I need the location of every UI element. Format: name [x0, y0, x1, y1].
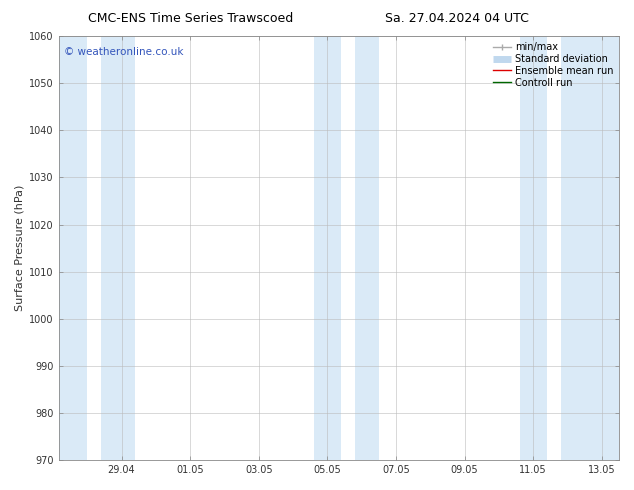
Legend: min/max, Standard deviation, Ensemble mean run, Controll run: min/max, Standard deviation, Ensemble me… [489, 38, 617, 92]
Bar [59, 36, 87, 460]
Bar [355, 36, 379, 460]
Bar [560, 36, 619, 460]
Text: © weatheronline.co.uk: © weatheronline.co.uk [64, 47, 184, 57]
Bar [101, 36, 135, 460]
Text: CMC-ENS Time Series Trawscoed: CMC-ENS Time Series Trawscoed [87, 12, 293, 25]
Bar [314, 36, 341, 460]
Text: Sa. 27.04.2024 04 UTC: Sa. 27.04.2024 04 UTC [385, 12, 528, 25]
Y-axis label: Surface Pressure (hPa): Surface Pressure (hPa) [15, 185, 25, 311]
Bar [519, 36, 547, 460]
